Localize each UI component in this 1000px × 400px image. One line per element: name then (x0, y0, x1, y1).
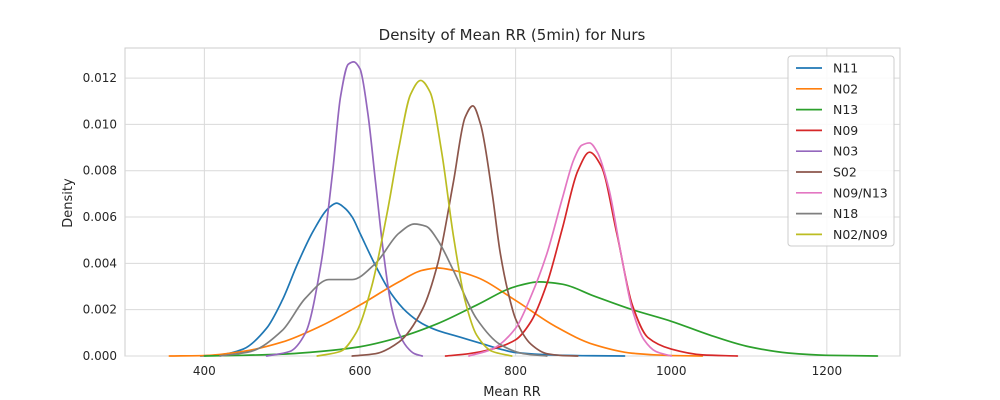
y-tick-label: 0.012 (83, 71, 117, 85)
plot-area (124, 47, 901, 357)
y-tick-label: 0.002 (83, 303, 117, 317)
x-tick-label: 400 (193, 364, 216, 378)
x-axis-ticks: 400 600 800 1000 1200 (193, 364, 842, 378)
legend-label: N09/N13 (833, 185, 888, 200)
y-tick-label: 0.006 (83, 210, 117, 224)
legend-box (787, 55, 895, 247)
y-axis-ticks: 0.000 0.002 0.004 0.006 0.008 0.010 0.012 (83, 71, 117, 363)
x-tick-label: 1000 (656, 364, 687, 378)
legend-label: N13 (833, 102, 858, 117)
series-line (203, 281, 879, 357)
y-axis-label: Density (61, 178, 76, 228)
legend-label: N11 (833, 61, 858, 76)
x-axis-label: Mean RR (483, 385, 541, 400)
series-line (219, 223, 548, 357)
y-tick-label: 0.000 (83, 349, 117, 363)
x-tick-label: 600 (349, 364, 372, 378)
series-line (468, 142, 673, 357)
legend-label: N02/N09 (833, 227, 888, 242)
y-tick-label: 0.008 (83, 164, 117, 178)
x-tick-label: 1200 (812, 364, 843, 378)
legend: N11 N02 N13 N09 N03 S02 N09/N13 N18 N02/N09 (787, 55, 895, 247)
x-tick-label: 800 (504, 364, 527, 378)
series-line (199, 202, 626, 357)
density-curves (168, 61, 879, 357)
y-tick-label: 0.010 (83, 117, 117, 131)
legend-label: S02 (833, 165, 857, 180)
legend-label: N03 (833, 144, 858, 159)
series-line (351, 105, 579, 357)
series-line (444, 151, 739, 357)
y-tick-label: 0.004 (83, 256, 117, 270)
chart-title: Density of Mean RR (5min) for Nurs (379, 26, 646, 44)
legend-label: N02 (833, 81, 858, 96)
legend-label: N09 (833, 123, 858, 138)
series-line (168, 267, 704, 357)
legend-label: N18 (833, 206, 858, 221)
series-line (316, 79, 513, 357)
